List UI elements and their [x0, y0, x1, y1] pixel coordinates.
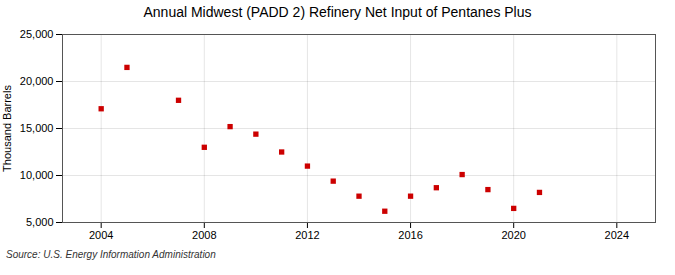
html-text:Source: U.S. Energy Informatio: Source: U.S. Energy Information Administ…	[6, 249, 216, 260]
html-text:Annual Midwest (PADD 2) Refine: Annual Midwest (PADD 2) Refinery Net Inp…	[143, 4, 532, 20]
svg-text:25,000: 25,000	[20, 28, 54, 40]
svg-text:2008: 2008	[192, 229, 216, 241]
svg-text:5,000: 5,000	[26, 216, 54, 228]
svg-text:10,000: 10,000	[20, 169, 54, 181]
svg-text:Thousand Barrels: Thousand Barrels	[1, 85, 13, 172]
svg-text:15,000: 15,000	[20, 122, 54, 134]
svg-text:2004: 2004	[89, 229, 113, 241]
svg-text:20,000: 20,000	[20, 75, 54, 87]
svg-text:2024: 2024	[605, 229, 629, 241]
svg-text:2020: 2020	[501, 229, 525, 241]
svg-text:2016: 2016	[398, 229, 422, 241]
svg-text:2012: 2012	[295, 229, 319, 241]
